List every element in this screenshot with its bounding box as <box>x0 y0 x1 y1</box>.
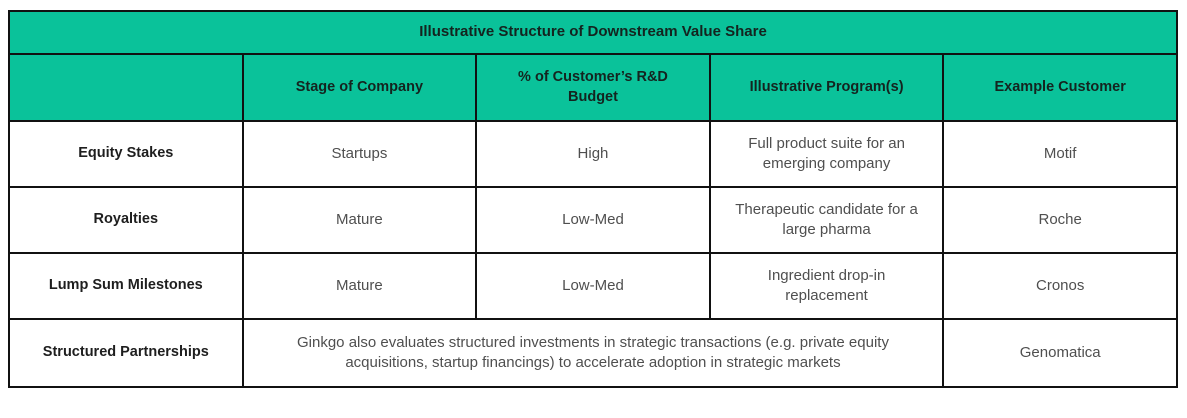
cell-program: Full product suite for an emerging compa… <box>708 120 945 188</box>
table-title-row: Illustrative Structure of Downstream Val… <box>8 10 1178 55</box>
table-header-row: Stage of Company % of Customer’s R&D Bud… <box>8 53 1178 122</box>
header-cell-program: Illustrative Program(s) <box>708 53 945 122</box>
table-row-lump-sum-milestones: Lump Sum Milestones Mature Low-Med Ingre… <box>8 252 1178 320</box>
table-row-royalties: Royalties Mature Low-Med Therapeutic can… <box>8 186 1178 254</box>
header-cell-budget: % of Customer’s R&D Budget <box>475 53 711 122</box>
header-cell-customer: Example Customer <box>942 53 1178 122</box>
cell-program: Therapeutic candidate for a large pharma <box>708 186 945 254</box>
table-row-structured-partnerships: Structured Partnerships Ginkgo also eval… <box>8 318 1178 388</box>
row-label: Royalties <box>8 186 244 254</box>
cell-stage: Mature <box>241 252 478 320</box>
table-row-equity-stakes: Equity Stakes Startups High Full product… <box>8 120 1178 188</box>
row-label: Equity Stakes <box>8 120 244 188</box>
cell-structured-note: Ginkgo also evaluates structured investm… <box>241 318 945 388</box>
cell-customer: Roche <box>942 186 1178 254</box>
structured-note-text: Ginkgo also evaluates structured investm… <box>297 333 889 371</box>
downstream-value-share-table: Illustrative Structure of Downstream Val… <box>8 10 1178 388</box>
cell-customer: Genomatica <box>942 318 1178 388</box>
row-label: Structured Partnerships <box>8 318 244 388</box>
header-cell-blank <box>8 53 244 122</box>
cell-budget: Low-Med <box>475 186 711 254</box>
header-cell-stage: Stage of Company <box>241 53 478 122</box>
cell-program: Ingredient drop-in replacement <box>708 252 945 320</box>
cell-budget: High <box>475 120 711 188</box>
cell-customer: Motif <box>942 120 1178 188</box>
cell-budget: Low-Med <box>475 252 711 320</box>
cell-stage: Mature <box>241 186 478 254</box>
row-label: Lump Sum Milestones <box>8 252 244 320</box>
table-title: Illustrative Structure of Downstream Val… <box>8 10 1178 55</box>
cell-stage: Startups <box>241 120 478 188</box>
cell-customer: Cronos <box>942 252 1178 320</box>
